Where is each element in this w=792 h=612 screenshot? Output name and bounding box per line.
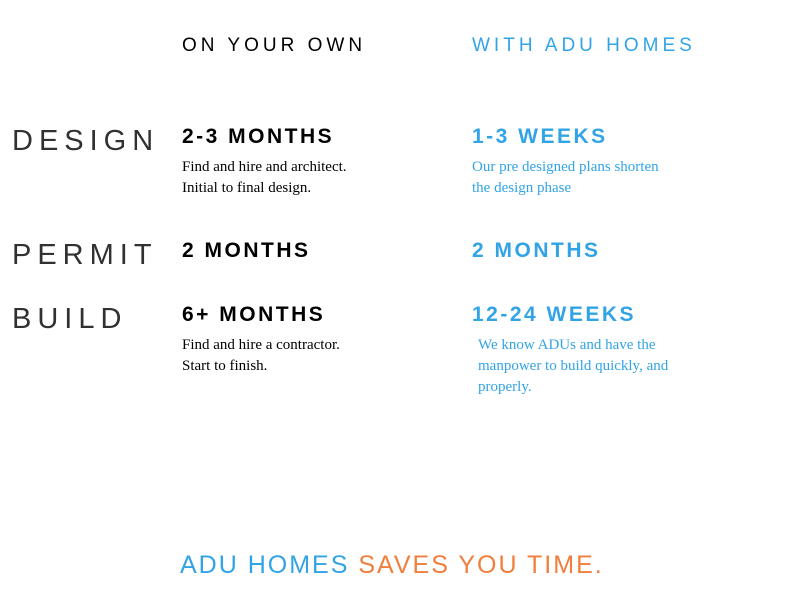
header-on-your-own: ON YOUR OWN <box>182 35 472 125</box>
tagline-part1: ADU HOMES <box>180 551 358 579</box>
cell-build-own: 6+ MONTHS Find and hire a contractor. St… <box>182 303 472 438</box>
tagline: ADU HOMES SAVES YOU TIME. <box>180 551 604 580</box>
value-design-own: 2-3 MONTHS <box>182 125 472 149</box>
tagline-part2: SAVES YOU TIME. <box>358 551 603 579</box>
desc-design-adu: Our pre designed plans shorten the desig… <box>472 157 762 199</box>
desc-design-own: Find and hire and architect. Initial to … <box>182 157 472 199</box>
cell-build-adu: 12-24 WEEKS We know ADUs and have the ma… <box>472 303 762 438</box>
header-with-adu-homes: WITH ADU HOMES <box>472 35 762 125</box>
cell-design-own: 2-3 MONTHS Find and hire and architect. … <box>182 125 472 239</box>
cell-design-adu: 1-3 WEEKS Our pre designed plans shorten… <box>472 125 762 239</box>
value-build-own: 6+ MONTHS <box>182 303 472 327</box>
value-permit-own: 2 MONTHS <box>182 239 472 263</box>
row-label-build: BUILD <box>12 303 182 438</box>
cell-permit-own: 2 MONTHS <box>182 239 472 303</box>
desc-build-adu: We know ADUs and have the manpower to bu… <box>472 335 762 398</box>
value-design-adu: 1-3 WEEKS <box>472 125 762 149</box>
value-build-adu: 12-24 WEEKS <box>472 303 762 327</box>
row-label-design: DESIGN <box>12 125 182 239</box>
value-permit-adu: 2 MONTHS <box>472 239 762 263</box>
desc-build-own: Find and hire a contractor. Start to fin… <box>182 335 472 377</box>
row-label-permit: PERMIT <box>12 239 182 303</box>
cell-permit-adu: 2 MONTHS <box>472 239 762 303</box>
comparison-table: ON YOUR OWN WITH ADU HOMES DESIGN 2-3 MO… <box>0 0 792 438</box>
